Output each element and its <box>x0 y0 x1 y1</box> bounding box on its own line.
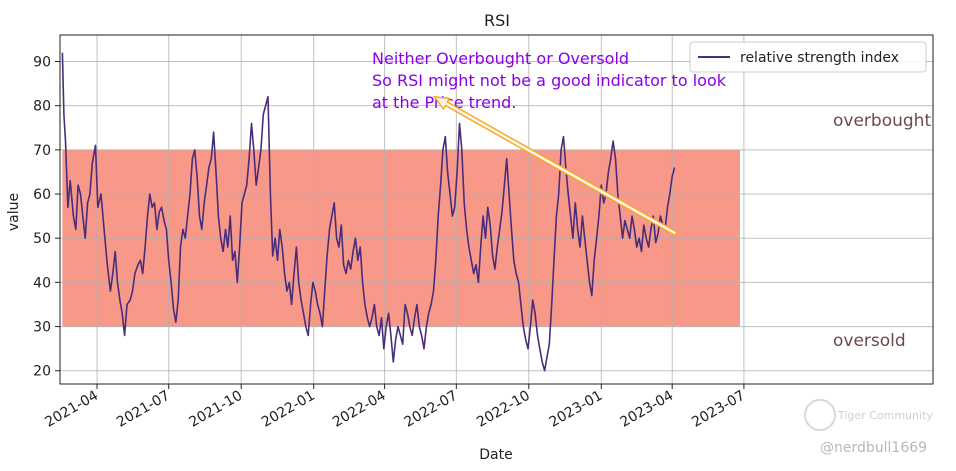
y-axis: 20 30 40 50 60 70 80 90 <box>33 55 60 380</box>
annotation-line-2: So RSI might not be a good indicator to … <box>372 71 727 90</box>
y-tick-label: 30 <box>33 320 51 336</box>
x-tick-label: 2023-04 <box>618 388 677 431</box>
x-tick-label: 2021-07 <box>114 388 173 431</box>
rsi-line <box>61 52 676 372</box>
annotation-line-1: Neither Overbought or Oversold <box>372 49 629 68</box>
y-tick-label: 70 <box>33 143 51 159</box>
series-layer <box>61 52 676 372</box>
watermark-user: @nerdbull1669 <box>820 440 928 456</box>
x-tick-label: 2022-07 <box>402 388 461 431</box>
legend-box <box>689 41 927 73</box>
x-axis-label: Date <box>479 447 512 463</box>
x-axis: 2021-04 2021-07 2021-10 2022-01 2022-04 2022-… <box>42 384 748 431</box>
x-tick-label: 2023-07 <box>689 388 748 431</box>
legend-entry: relative strength index <box>740 50 899 66</box>
annotation-arrow-shape <box>432 95 679 237</box>
plot-area <box>59 34 934 385</box>
y-tick-label: 80 <box>33 99 51 115</box>
legend: relative strength index <box>689 41 927 73</box>
y-tick-label: 40 <box>33 275 51 291</box>
y-tick-label: 50 <box>33 231 51 247</box>
x-tick-label: 2022-01 <box>259 388 318 431</box>
y-tick-label: 20 <box>33 364 51 380</box>
watermark-brand: Tiger Community <box>838 409 933 422</box>
x-tick-label: 2023-01 <box>547 388 606 431</box>
grid-layer <box>60 35 933 384</box>
y-tick-label: 60 <box>33 187 51 203</box>
overbought-label: overbought <box>833 111 931 131</box>
watermark-logo-icon <box>804 399 836 431</box>
x-tick-label: 2022-10 <box>474 388 533 431</box>
y-tick-label: 90 <box>33 55 51 71</box>
annotation-note: Neither Overbought or Oversold So RSI mi… <box>372 49 727 112</box>
oversold-label: oversold <box>833 331 906 351</box>
chart-title: RSI <box>484 11 510 30</box>
annotation-arrow <box>432 95 679 237</box>
x-tick-label: 2021-04 <box>42 388 101 431</box>
y-axis-label: value <box>6 193 22 231</box>
x-tick-label: 2022-04 <box>330 388 389 431</box>
x-tick-label: 2021-10 <box>187 388 246 431</box>
plot-border <box>59 34 934 385</box>
